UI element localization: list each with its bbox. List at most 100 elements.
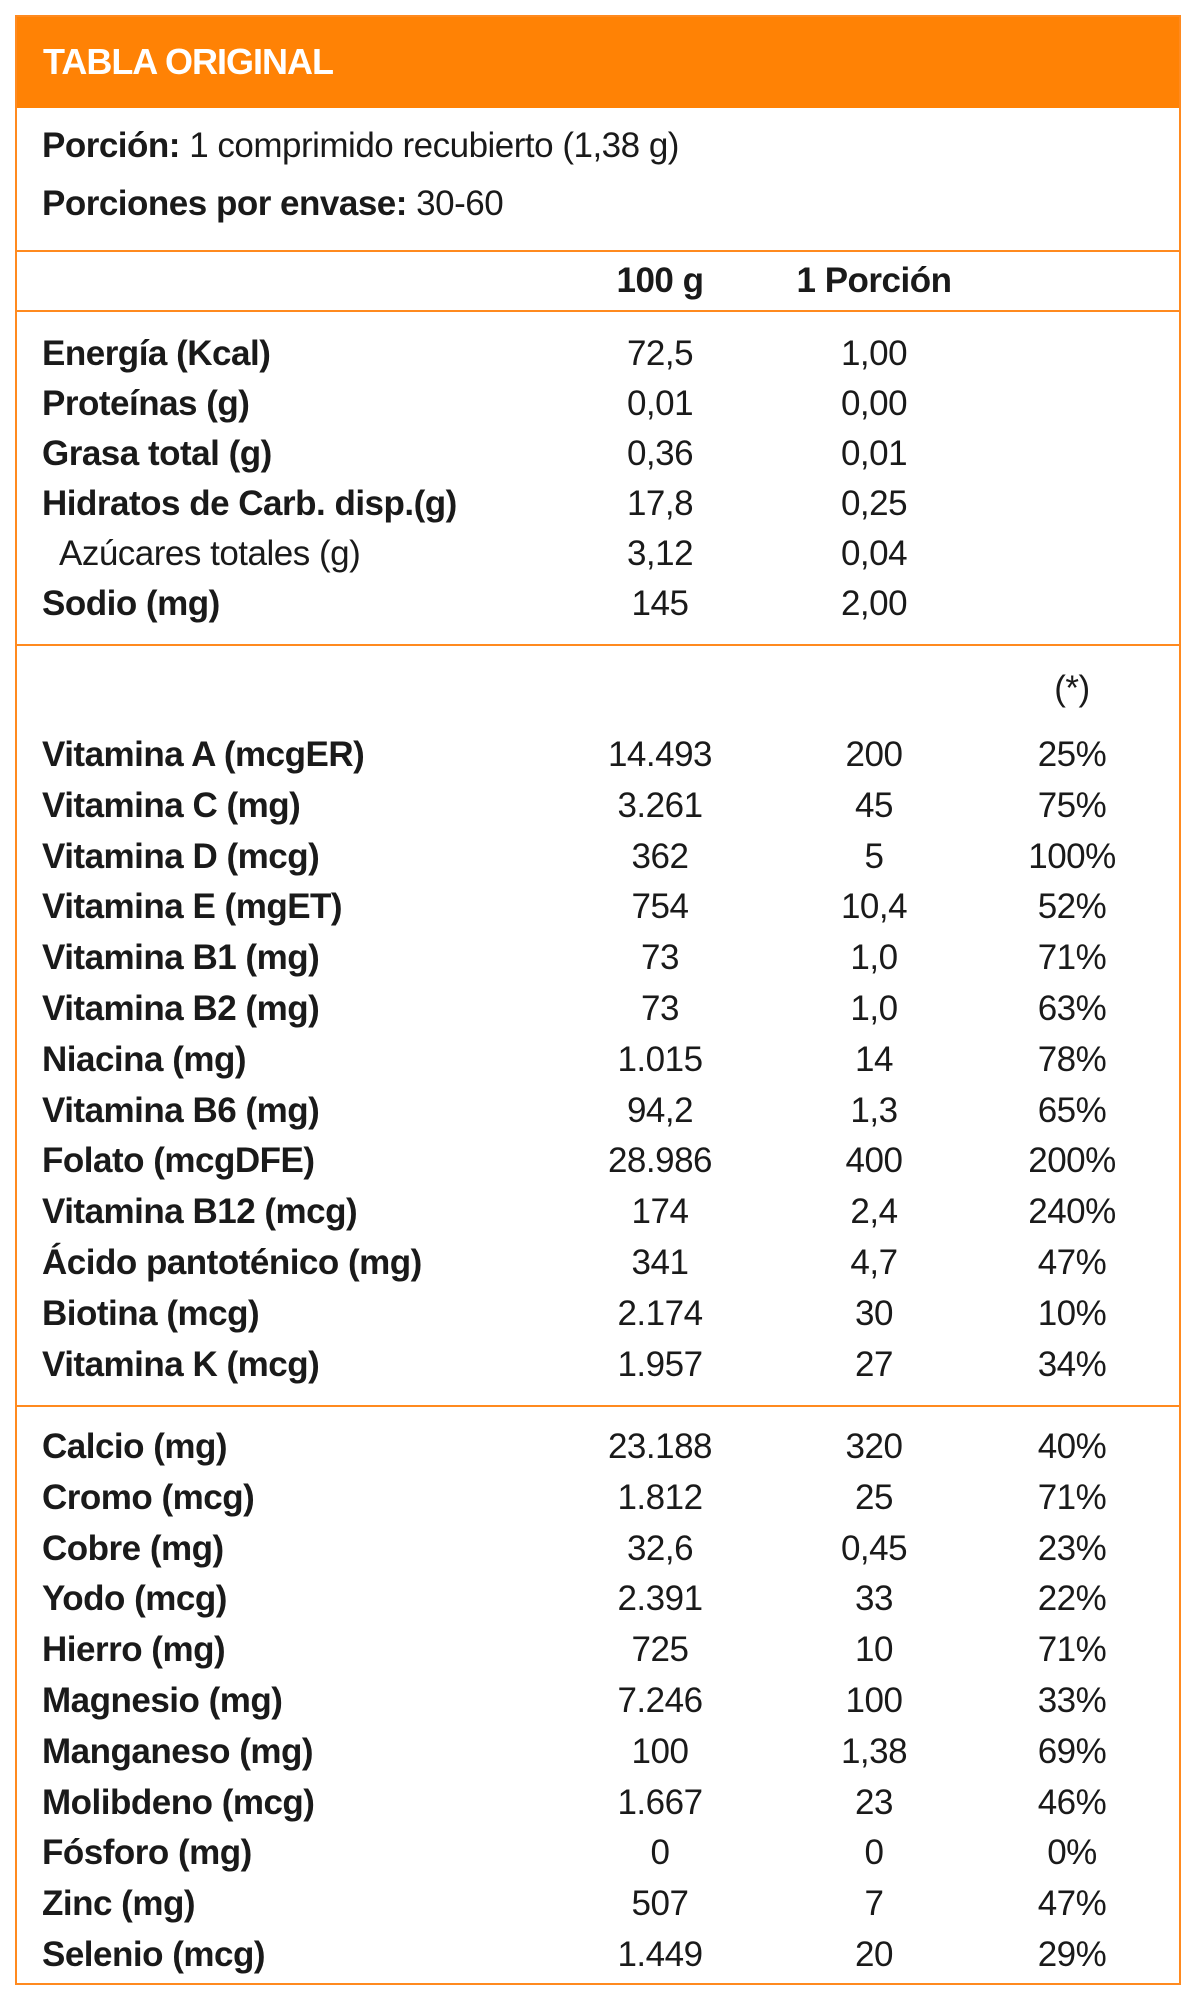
table-row: Hierro (mg) 725 10 71% <box>17 1625 1179 1675</box>
table-row: Cromo (mcg) 1.812 25 71% <box>17 1473 1179 1523</box>
value-100g: 28.986 <box>607 1141 713 1181</box>
table-row: Vitamina A (mcgER) 14.493 200 25% <box>17 730 1179 780</box>
value-pct: 10% <box>1037 1293 1107 1333</box>
portion-label: Porción: <box>42 126 180 165</box>
table-row: Vitamina K (mcg) 1.957 27 34% <box>17 1340 1179 1390</box>
table-row: Biotina (mcg) 2.174 30 10% <box>17 1289 1179 1339</box>
servings-value: 30-60 <box>416 184 504 223</box>
value-portion: 200 <box>845 735 903 774</box>
value-portion: 27 <box>855 1344 893 1384</box>
value-100g: 1.957 <box>617 1344 703 1384</box>
value-portion: 33 <box>855 1579 893 1619</box>
value-portion: 30 <box>855 1293 893 1333</box>
value-pct: 46% <box>1037 1782 1107 1822</box>
table-row: Vitamina B1 (mg) 73 1,0 71% <box>17 933 1179 983</box>
value-portion: 400 <box>845 1141 903 1181</box>
table-row: Cobre (mg) 32,6 0,45 23% <box>17 1524 1179 1574</box>
value-pct: 29% <box>1037 1935 1107 1974</box>
value-100g: 0,01 <box>626 384 694 423</box>
nutrient-name: Vitamina K (mcg) <box>42 1344 320 1384</box>
value-portion: 2,4 <box>850 1192 898 1232</box>
minerals-section: Calcio (mg) 23.188 320 40% Cromo (mcg) 1.812 2… <box>17 1405 1179 1987</box>
value-100g: 0 <box>650 1833 670 1873</box>
value-portion: 2,00 <box>840 584 908 623</box>
table-row: Vitamina E (mgET) 754 10,4 52% <box>17 882 1179 932</box>
pct-header: (*) <box>1054 669 1090 708</box>
table-row: Ácido pantoténico (mg) 341 4,7 47% <box>17 1238 1179 1288</box>
value-pct: 52% <box>1037 887 1107 927</box>
value-pct: 34% <box>1037 1344 1107 1384</box>
value-portion: 10,4 <box>840 887 908 927</box>
nutrient-name: Vitamina C (mg) <box>42 785 301 825</box>
table-row: Vitamina B2 (mg) 73 1,0 63% <box>17 984 1179 1034</box>
value-portion: 0,25 <box>840 484 908 523</box>
value-portion: 45 <box>855 785 893 825</box>
value-portion: 1,0 <box>850 989 898 1028</box>
value-100g: 94,2 <box>626 1090 694 1130</box>
value-100g: 1.667 <box>617 1782 703 1822</box>
value-portion: 5 <box>864 836 884 876</box>
value-portion: 1,3 <box>850 1090 898 1130</box>
value-100g: 1.812 <box>617 1477 703 1517</box>
portion-line: Porción: 1 comprimido recubierto (1,38 g… <box>42 126 679 166</box>
servings-label: Porciones por envase: <box>42 184 407 223</box>
table-row: Selenio (mcg) 1.449 20 29% <box>17 1930 1179 1980</box>
value-100g: 32,6 <box>626 1528 694 1568</box>
column-portion: 1 Porción <box>796 261 952 300</box>
value-portion: 0,04 <box>840 534 908 573</box>
nutrient-name: Calcio (mg) <box>42 1427 228 1466</box>
value-pct: 69% <box>1037 1731 1107 1771</box>
value-pct: 40% <box>1037 1427 1107 1466</box>
value-pct: 75% <box>1037 785 1107 825</box>
value-100g: 174 <box>631 1192 689 1232</box>
value-portion: 20 <box>855 1935 893 1974</box>
value-pct: 71% <box>1037 938 1107 978</box>
value-portion: 0,00 <box>840 384 908 423</box>
value-pct: 0% <box>1047 1833 1097 1873</box>
vitamins-section: (*) Vitamina A (mcgER) 14.493 200 25% Vitami… <box>17 644 1179 1407</box>
value-portion: 0,45 <box>840 1528 908 1568</box>
value-100g: 725 <box>631 1630 689 1670</box>
nutrient-name: Vitamina B6 (mg) <box>42 1090 320 1130</box>
value-portion: 1,38 <box>840 1731 908 1771</box>
value-pct: 63% <box>1037 989 1107 1028</box>
value-portion: 320 <box>845 1427 903 1466</box>
value-100g: 14.493 <box>607 735 713 774</box>
table-row: Vitamina B12 (mcg) 174 2,4 240% <box>17 1187 1179 1237</box>
value-100g: 3,12 <box>626 534 694 573</box>
value-pct: 71% <box>1037 1477 1107 1517</box>
table-title: TABLA ORIGINAL <box>43 41 334 82</box>
value-100g: 2.391 <box>617 1579 703 1619</box>
value-portion: 0 <box>864 1833 884 1873</box>
value-pct: 71% <box>1037 1630 1107 1670</box>
value-pct: 25% <box>1037 735 1107 774</box>
nutrient-name: Vitamina D (mcg) <box>42 836 320 876</box>
table-row: Energía (Kcal) 72,5 1,00 <box>17 329 1179 379</box>
value-pct: 65% <box>1037 1090 1107 1130</box>
value-portion: 10 <box>855 1630 893 1670</box>
nutrient-name: Grasa total (g) <box>42 434 272 473</box>
nutrients-section: Energía (Kcal) 72,5 1,00 Proteínas (g) 0,01 0… <box>17 310 1179 646</box>
portion-section: Porción: 1 comprimido recubierto (1,38 g… <box>17 108 1179 252</box>
column-header-section: 100 g 1 Porción <box>17 250 1179 312</box>
value-pct: 47% <box>1037 1243 1107 1282</box>
nutrient-name: Zinc (mg) <box>42 1884 195 1924</box>
nutrient-name: Cobre (mg) <box>42 1528 224 1568</box>
nutrient-name: Vitamina E (mgET) <box>42 887 343 927</box>
value-100g: 72,5 <box>626 334 694 373</box>
column-100g: 100 g <box>616 261 705 300</box>
nutrient-name: Selenio (mcg) <box>42 1935 265 1974</box>
value-pct: 22% <box>1037 1579 1107 1619</box>
value-portion: 7 <box>864 1884 884 1924</box>
value-portion: 4,7 <box>850 1243 898 1282</box>
value-portion: 100 <box>845 1681 903 1720</box>
nutrient-name: Folato (mcgDFE) <box>42 1141 315 1181</box>
value-100g: 0,36 <box>626 434 694 473</box>
servings-line: Porciones por envase: 30-60 <box>42 184 504 224</box>
table-row: Grasa total (g) 0,36 0,01 <box>17 429 1179 479</box>
value-portion: 1,00 <box>840 334 908 373</box>
value-pct: 47% <box>1037 1884 1107 1924</box>
table-header: TABLA ORIGINAL <box>17 17 1179 108</box>
table-row: Sodio (mg) 145 2,00 <box>17 579 1179 629</box>
nutrient-name: Manganeso (mg) <box>42 1731 314 1771</box>
